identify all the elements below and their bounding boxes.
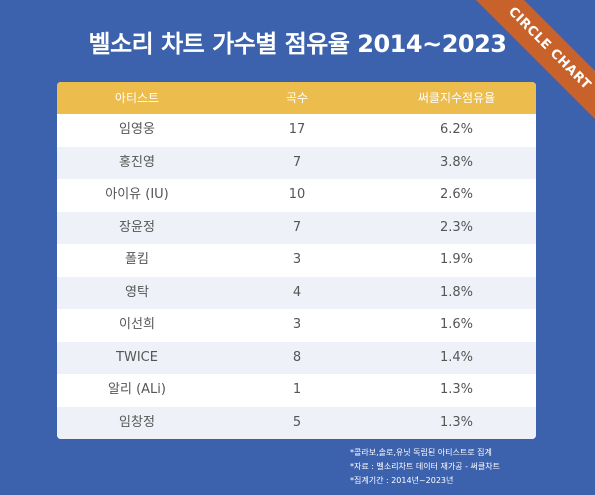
artist-cell: 임창정 [119,414,155,430]
artist-cell: 임영웅 [119,122,155,137]
count-cell: 3 [292,252,302,267]
share-cell: 1.3% [439,414,474,430]
artist-cell: 영탁 [125,284,149,300]
table-body: 임영웅 17 6.2% 홍진영 7 3.8% 아이유 (IU) 10 2.6% 장윤정 7 2.3% 폴… [57,114,536,439]
count-cell: 7 [292,219,302,235]
table-row: 홍진영 7 3.8% [57,146,536,179]
table-row: 아이유 (IU) 10 2.6% [57,179,536,212]
count-cell: 5 [292,414,302,430]
share-cell: 2.6% [439,187,474,202]
share-cell: 1.9% [439,252,474,267]
table-row: 장윤정 7 2.3% [57,211,536,244]
footnote: *집계기간 : 2014년~2023년 [350,476,454,485]
header-artist: 아티스트 [114,91,160,105]
artist-cell: TWICE [116,349,158,365]
artist-cell: 아이유 (IU) [105,187,169,202]
table-row: TWICE 8 1.4% [57,341,536,374]
artist-cell: 이선희 [119,317,155,332]
share-cell: 1.4% [439,349,474,365]
share-cell: 3.8% [439,154,474,170]
table-row: 폴킴 3 1.9% [57,244,536,277]
count-cell: 8 [292,349,302,365]
header-share: 써클지수점유율 [417,91,496,105]
artist-cell: 홍진영 [119,154,155,170]
share-cell: 2.3% [439,219,474,235]
table-row: 이선희 3 1.6% [57,309,536,342]
share-cell: 1.8% [439,284,474,300]
artist-cell: 폴킴 [125,252,149,267]
table-row: 알리 (ALi) 1 1.3% [57,374,536,407]
count-cell: 4 [292,284,302,300]
share-table: 아티스트 곡수 써클지수점유율 임영웅 17 6.2% 홍진영 7 3.8% 아이유 (IU… [57,82,536,439]
table-row: 임창정 5 1.3% [57,406,536,439]
count-cell: 3 [292,317,302,332]
page-title: 벨소리 차트 가수별 점유율 2014~2023 [88,30,507,58]
artist-cell: 장윤정 [119,219,155,235]
table-row: 임영웅 17 6.2% [57,114,536,147]
table-header: 아티스트 곡수 써클지수점유율 [57,82,536,114]
count-cell: 17 [288,122,306,137]
count-cell: 1 [292,382,302,397]
count-cell: 7 [292,154,302,170]
footnote: *콜라보,솔로,유닛 독립된 아티스트로 집계 [350,448,492,457]
share-cell: 1.3% [439,382,474,397]
footnote: *자료 : 벨소리차트 데이터 재가공 - 써클차트 [350,462,500,471]
count-cell: 10 [288,187,306,202]
artist-cell: 알리 (ALi) [108,382,166,397]
share-cell: 1.6% [439,317,474,332]
header-count: 곡수 [285,91,309,105]
table-row: 영탁 4 1.8% [57,276,536,309]
share-cell: 6.2% [439,122,474,137]
footnotes: *콜라보,솔로,유닛 독립된 아티스트로 집계 *자료 : 벨소리차트 데이터 … [350,446,500,488]
